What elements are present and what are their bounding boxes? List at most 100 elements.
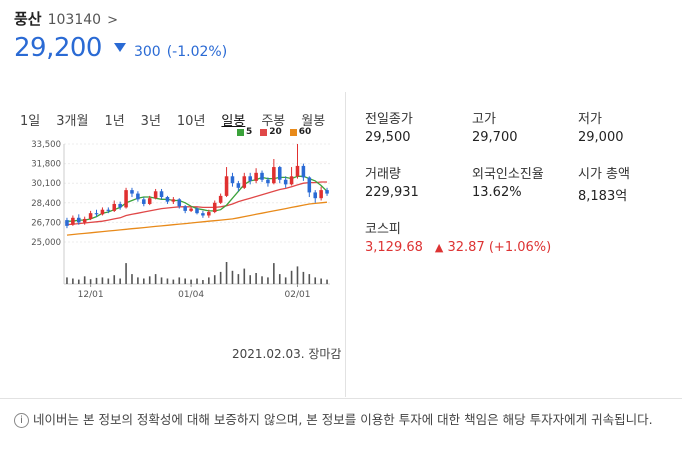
- volume-bar: [125, 263, 127, 284]
- volume-bar: [237, 274, 240, 284]
- stat-item: 저가 29,000: [578, 108, 678, 145]
- volume-bar: [219, 271, 222, 284]
- tab-0[interactable]: 1일: [20, 114, 41, 129]
- volume-bar: [278, 274, 281, 284]
- candle-body: [230, 176, 235, 184]
- candle-body: [183, 206, 187, 211]
- volume-bar: [160, 277, 163, 284]
- y-tick-label: 26,700: [31, 218, 61, 228]
- volume-bar: [107, 278, 110, 284]
- kospi-block[interactable]: 코스피 3,129.68 ▲ 32.87 (+1.06%): [365, 218, 551, 255]
- as-of-date: 2021.02.03. 장마감: [232, 347, 342, 361]
- ma60-line: [66, 201, 328, 236]
- candle-body: [142, 199, 146, 204]
- candle-body: [124, 190, 128, 208]
- chevron-right-icon[interactable]: >: [107, 13, 118, 28]
- candle-body: [242, 176, 247, 188]
- candle-body: [100, 209, 105, 215]
- candle-body: [177, 199, 182, 207]
- volume-bar: [308, 274, 311, 284]
- ma-legend: 5 20 60: [237, 127, 311, 137]
- volume-bar: [172, 279, 175, 284]
- legend-swatch: [260, 128, 268, 136]
- volume-bar: [320, 278, 322, 284]
- tab-4[interactable]: 10년: [176, 114, 206, 129]
- tab-7[interactable]: 월봉: [301, 114, 326, 129]
- y-tick-label: 30,100: [31, 179, 61, 189]
- ma20-line: [66, 181, 327, 226]
- stat-item: 외국인소진율 13.62%: [472, 163, 572, 200]
- stat-label: 시가 총액: [578, 167, 630, 182]
- volume-bar: [243, 268, 246, 284]
- stat-label: 저가: [578, 112, 602, 127]
- stat-label: 거래량: [365, 167, 401, 182]
- legend-swatch: [237, 128, 244, 136]
- volume-bar: [255, 273, 257, 284]
- kospi-change-rate: (+1.06%): [488, 240, 552, 255]
- legend-label: 60: [298, 127, 312, 137]
- volume-bar: [148, 276, 151, 284]
- volume-bar: [284, 277, 287, 284]
- stat-value: 8,183억: [578, 189, 628, 204]
- volume-bar: [137, 277, 139, 284]
- candle-body: [260, 172, 264, 180]
- stat-item: 시가 총액 8,183억: [578, 163, 678, 204]
- volume-bar: [213, 275, 216, 284]
- candle-body: [313, 192, 317, 199]
- legend-item: 5: [237, 127, 252, 137]
- kospi-values: 3,129.68 ▲ 32.87 (+1.06%): [365, 240, 551, 255]
- kospi-change-value: 32.87: [447, 240, 485, 255]
- candle-body: [207, 212, 211, 216]
- volume-bar: [178, 277, 181, 284]
- candle-body: [277, 167, 282, 180]
- candle-body: [218, 195, 223, 203]
- candle-body: [325, 190, 329, 194]
- candle-body: [94, 213, 99, 215]
- candle-body: [283, 179, 288, 185]
- volume-bar: [77, 279, 80, 284]
- candle-body: [159, 191, 164, 198]
- stat-item: 전일종가 29,500: [365, 108, 465, 145]
- candle-body: [106, 209, 111, 211]
- volume-bar: [249, 275, 251, 284]
- tab-2[interactable]: 1년: [104, 114, 125, 129]
- stock-code[interactable]: 103140: [47, 12, 102, 28]
- candle-body: [171, 199, 176, 202]
- stock-name[interactable]: 풍산: [14, 10, 42, 28]
- stat-item: 거래량 229,931: [365, 163, 465, 200]
- volume-bar: [143, 278, 145, 284]
- tab-3[interactable]: 3년: [140, 114, 161, 129]
- info-icon: i: [14, 413, 29, 428]
- volume-bar: [184, 278, 186, 284]
- stock-chart[interactable]: 33,500 31,800 30,100 28,400 26,700 25,000 12/0…: [12, 134, 334, 304]
- price-change: 300: [133, 44, 161, 60]
- y-tick-label: 33,500: [31, 140, 61, 150]
- volume-bar: [225, 262, 228, 284]
- candle-body: [112, 203, 117, 211]
- price-row: 29,200 300 (-1.02%): [14, 33, 227, 63]
- volume-bar: [261, 276, 263, 284]
- horizontal-divider: [0, 398, 682, 399]
- tab-6[interactable]: 주봉: [261, 114, 286, 129]
- candle-body: [147, 198, 152, 204]
- candle-body: [201, 213, 205, 216]
- candle-body: [301, 165, 306, 178]
- kospi-label[interactable]: 코스피: [365, 222, 401, 237]
- volume-bar: [273, 263, 275, 284]
- kospi-change: ▲ 32.87 (+1.06%): [435, 240, 551, 255]
- volume-bar: [290, 270, 293, 284]
- stock-title-link[interactable]: 풍산 103140 >: [14, 8, 227, 29]
- tab-1[interactable]: 3개월: [56, 114, 89, 129]
- candle-body: [272, 167, 276, 184]
- candle-body: [71, 217, 75, 225]
- legend-item: 20: [260, 127, 282, 137]
- price-change-rate: (-1.02%): [166, 44, 228, 60]
- legend-label: 5: [246, 127, 253, 137]
- tab-5[interactable]: 일봉: [221, 114, 246, 129]
- candle-body: [136, 193, 140, 200]
- current-price: 29,200: [14, 33, 102, 63]
- volume-bar: [166, 278, 169, 284]
- up-triangle-icon: ▲: [434, 241, 444, 254]
- x-tick-label: 01/04: [178, 290, 204, 300]
- volume-bar: [196, 278, 198, 284]
